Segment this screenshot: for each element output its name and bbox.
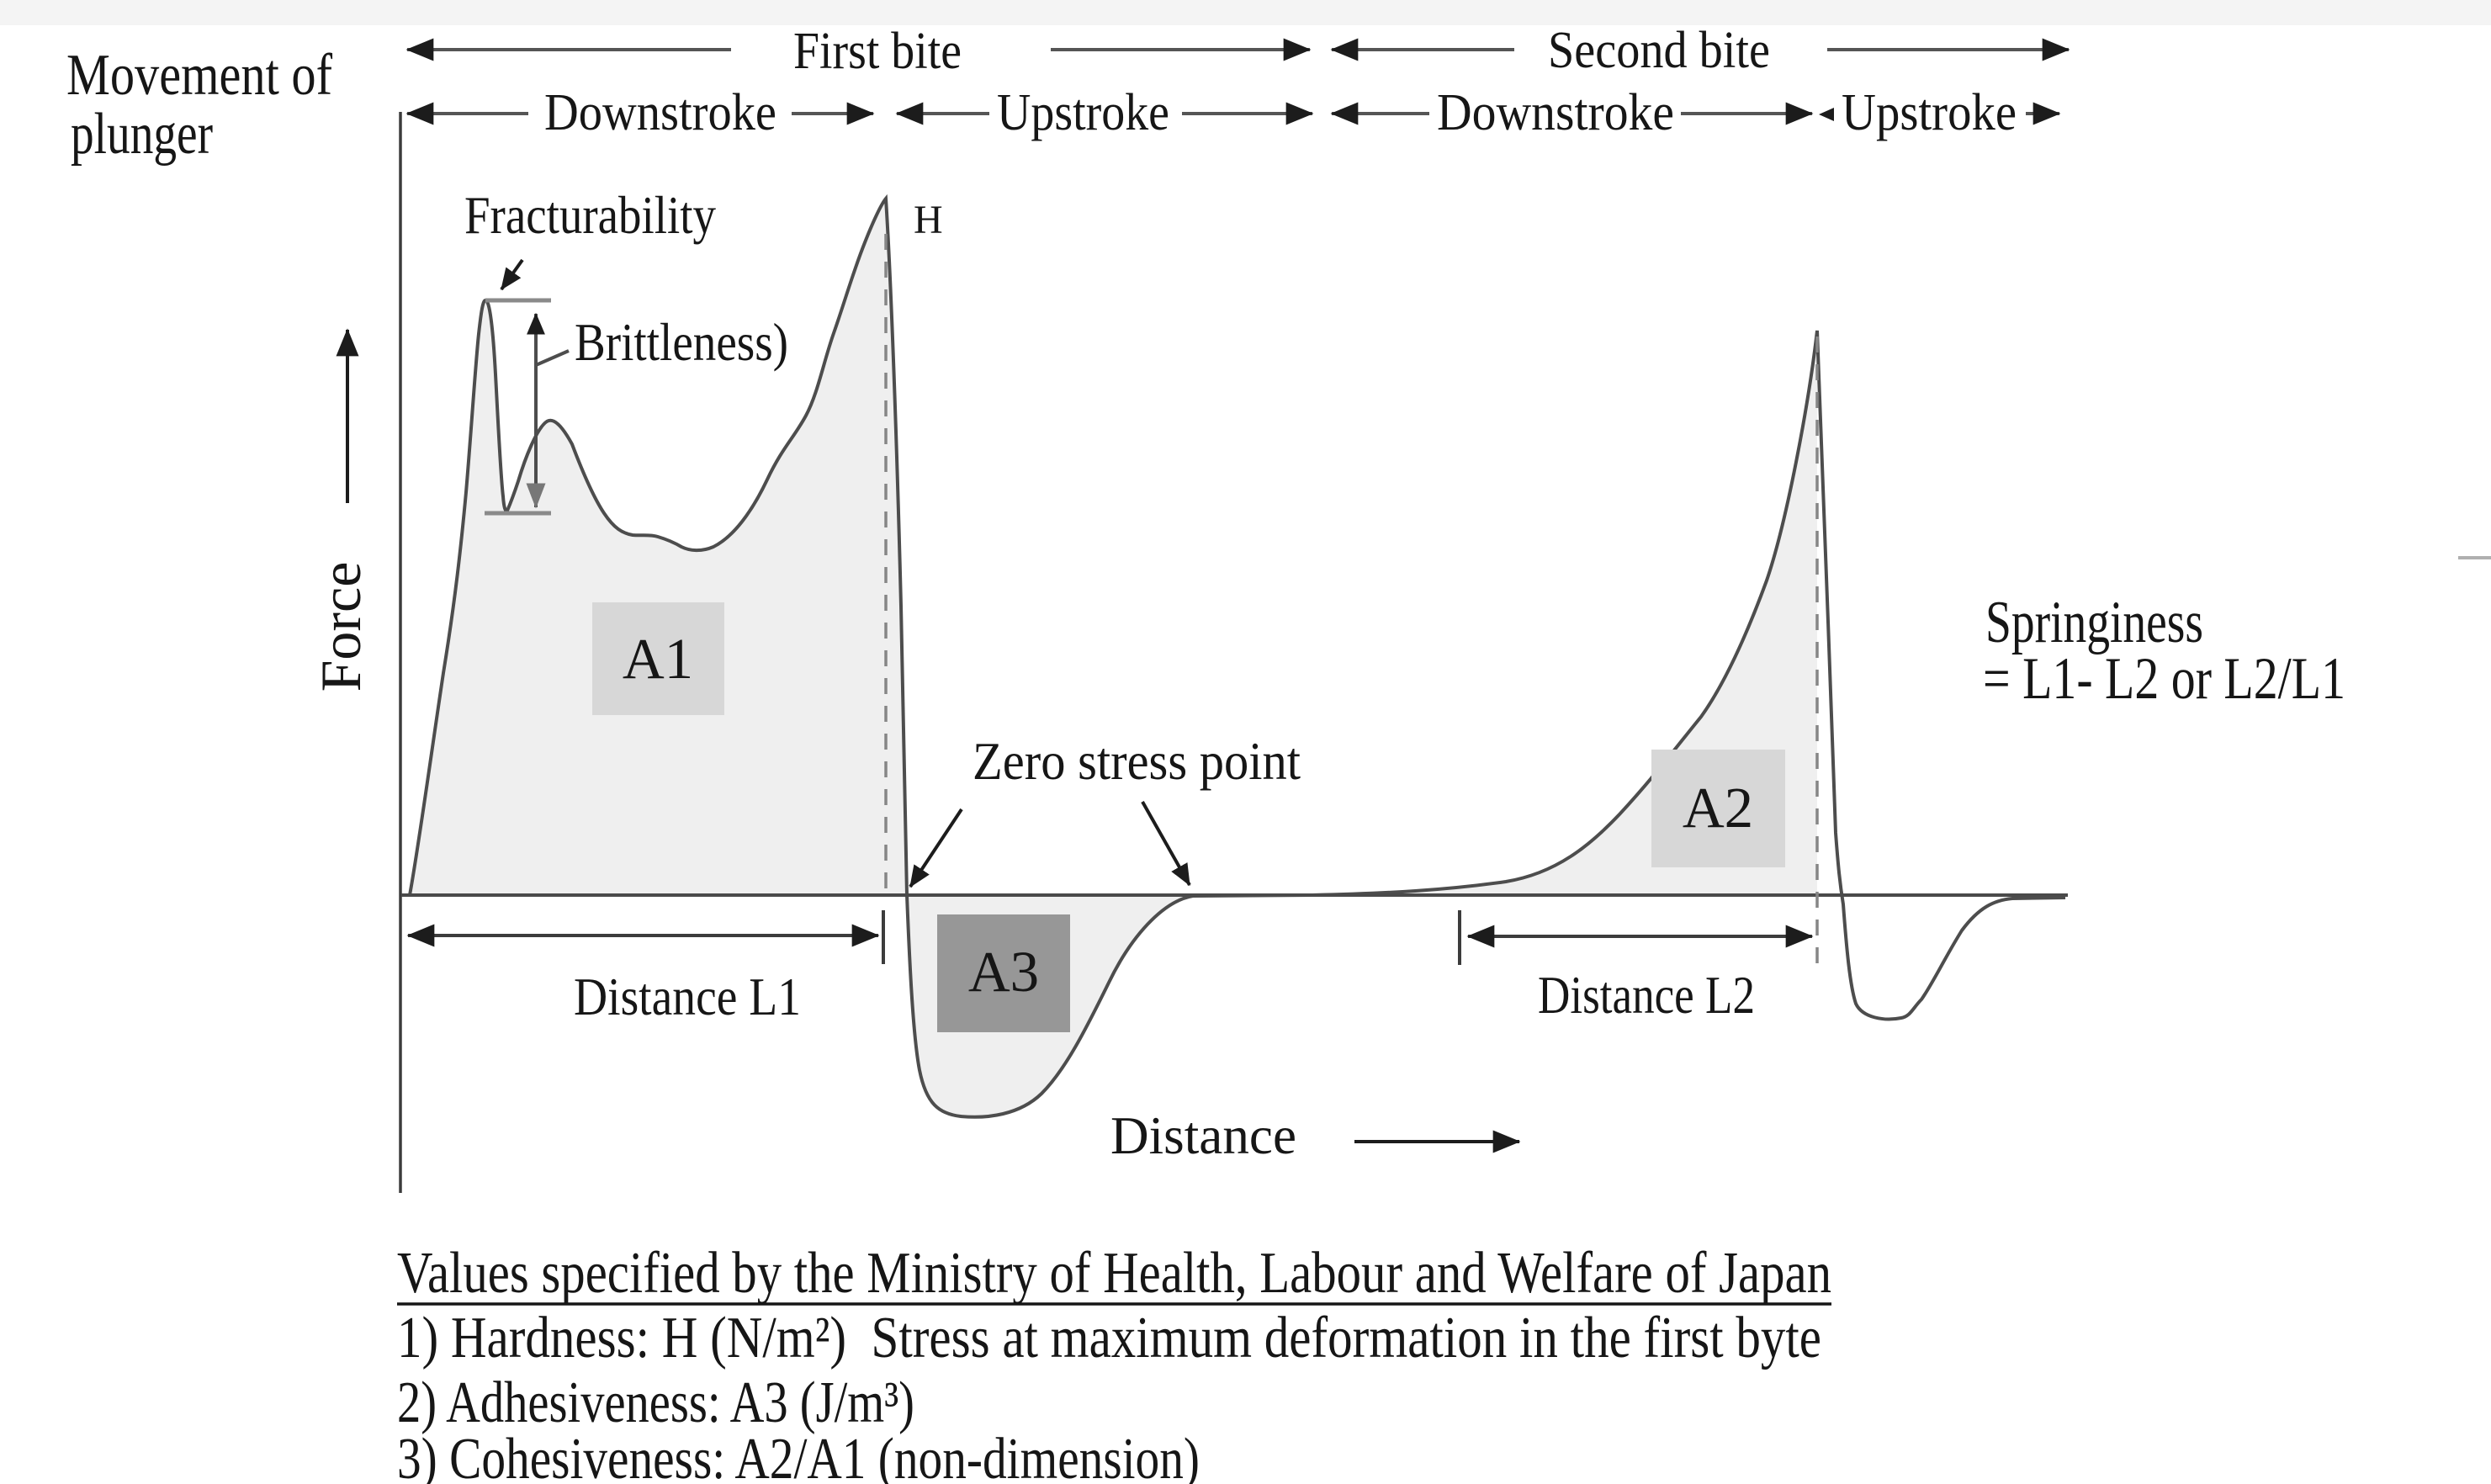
svg-text:2) Adhesiveness: A3 (J/m³): 2) Adhesiveness: A3 (J/m³)	[397, 1370, 914, 1435]
svg-text:Upstroke: Upstroke	[1842, 84, 2017, 141]
svg-text:Distance: Distance	[1110, 1105, 1296, 1165]
svg-text:Distance L2: Distance L2	[1538, 966, 1755, 1025]
svg-text:Springiness: Springiness	[1985, 590, 2203, 655]
svg-text:plunger: plunger	[71, 102, 213, 167]
svg-text:Distance L1: Distance L1	[574, 967, 801, 1026]
svg-text:Second bite: Second bite	[1548, 22, 1770, 79]
svg-text:Brittleness): Brittleness)	[575, 313, 788, 372]
svg-text:Zero stress point: Zero stress point	[973, 732, 1301, 791]
svg-text:Upstroke: Upstroke	[997, 84, 1169, 141]
svg-text:A3: A3	[968, 940, 1039, 1004]
svg-text:Downstroke: Downstroke	[1437, 84, 1674, 141]
svg-text:1) Hardness: H (N/m²) Stress: 1) Hardness: H (N/m²) Stress at maximum …	[397, 1306, 1821, 1370]
svg-text:Fracturability: Fracturability	[464, 186, 716, 245]
svg-text:3) Cohesiveness: A2/A1 (non-di: 3) Cohesiveness: A2/A1 (non-dimension)	[397, 1427, 1200, 1484]
svg-text:Values specified by the Minist: Values specified by the Ministry of Heal…	[397, 1241, 1831, 1306]
svg-text:Movement of: Movement of	[66, 43, 333, 108]
svg-text:Force: Force	[309, 562, 373, 692]
svg-text:A1: A1	[623, 627, 693, 691]
svg-text:First bite: First bite	[793, 23, 962, 80]
svg-text:H: H	[914, 198, 943, 242]
svg-text:A2: A2	[1683, 776, 1753, 840]
svg-text:Downstroke: Downstroke	[544, 84, 776, 141]
svg-text:= L1- L2 or L2/L1: = L1- L2 or L2/L1	[1983, 646, 2345, 712]
